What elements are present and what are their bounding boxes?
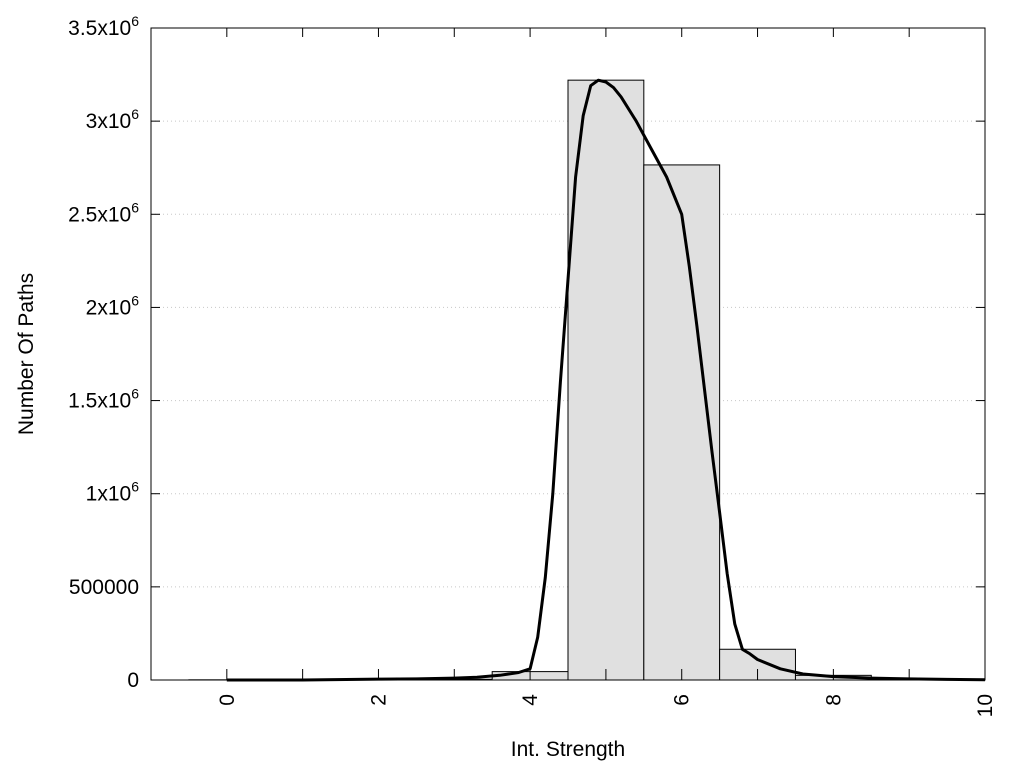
x-tick-label: 8 (822, 694, 845, 706)
y-axis-ticks: 0 500000 1x106 1.5x106 2x106 2.5x106 3x106 3.5x… (68, 13, 985, 692)
histogram-bar (567, 79, 645, 681)
x-tick-label: 0 (216, 694, 239, 706)
y-tick-label: 2x106 (86, 292, 140, 319)
x-axis-label: Int. Strength (511, 738, 625, 761)
x-tick-label: 6 (671, 694, 694, 706)
y-tick-label: 3.5x106 (68, 13, 139, 40)
y-tick-label: 500000 (69, 576, 139, 599)
fit-curve-line (226, 78, 986, 682)
y-tick-label: 2.5x106 (68, 199, 139, 226)
x-tick-label: 10 (974, 694, 997, 717)
x-tick-label: 4 (519, 694, 542, 706)
y-tick-label: 1x106 (86, 479, 140, 506)
y-tick-label: 1.5x106 (68, 386, 139, 413)
y-axis-label: Number Of Paths (15, 273, 38, 435)
y-tick-label: 3x106 (86, 106, 140, 133)
x-tick-label: 2 (367, 694, 390, 706)
bar-series (188, 79, 986, 681)
plot-frame (150, 27, 986, 681)
x-axis-ticks: 0 2 4 6 8 10 (216, 28, 997, 717)
y-tick-label: 0 (127, 669, 139, 692)
